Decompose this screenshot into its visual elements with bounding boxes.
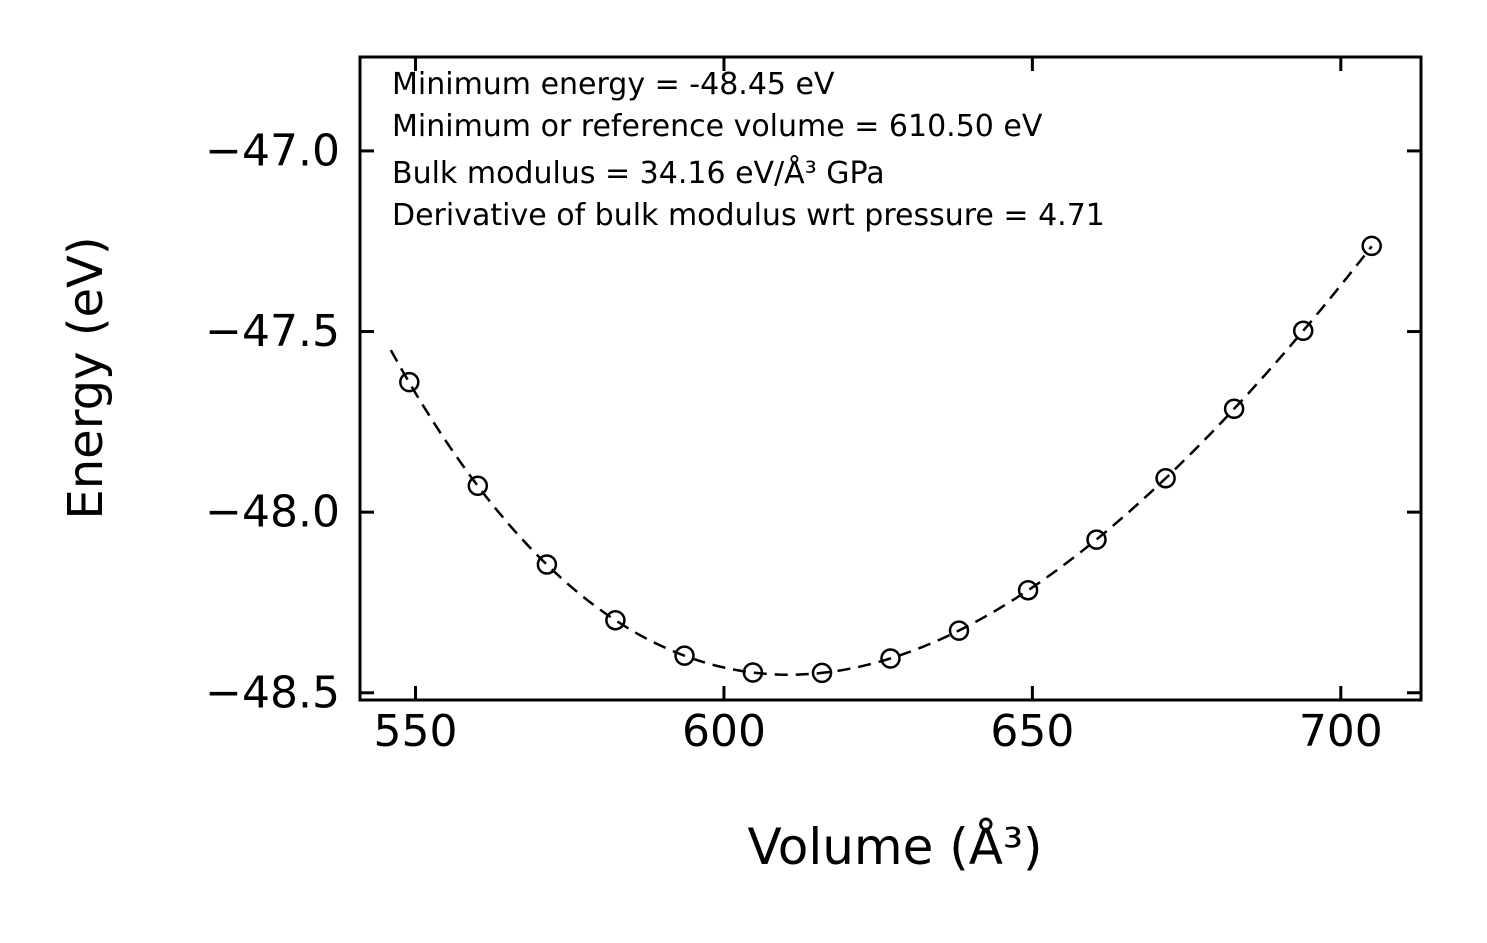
data-point-marker — [399, 371, 420, 393]
data-point-marker — [467, 475, 489, 497]
x-tick-label: 550 — [374, 706, 458, 757]
data-point-marker — [742, 662, 764, 683]
plot-border — [358, 55, 1423, 702]
data-point-marker — [1292, 320, 1314, 342]
x-tick-label: 600 — [682, 706, 766, 757]
annotation-bulk-modulus-derivative: Derivative of bulk modulus wrt pressure … — [392, 198, 1105, 233]
data-point-marker — [1086, 529, 1107, 550]
x-tick-label: 700 — [1299, 706, 1383, 757]
y-tick-label: −47.5 — [205, 306, 340, 357]
data-point-marker — [536, 554, 558, 575]
data-point-marker — [1223, 398, 1245, 420]
annotation-min-energy: Minimum energy = -48.45 eV — [392, 67, 835, 102]
data-point-marker — [948, 620, 970, 641]
annotation-ref-volume: Minimum or reference volume = 610.50 eV — [392, 109, 1043, 144]
y-tick-label: −47.0 — [205, 125, 340, 176]
y-tick-label: −48.0 — [205, 487, 340, 538]
data-point-marker — [811, 662, 833, 684]
x-tick-label: 650 — [990, 706, 1074, 757]
data-point-marker — [880, 648, 901, 669]
x-axis-label: Volume (Å³) — [747, 818, 1043, 876]
y-tick-label: −48.5 — [205, 667, 340, 718]
y-axis-label: Energy (eV) — [58, 236, 114, 520]
data-point-marker — [1017, 579, 1039, 601]
fit-curve — [389, 245, 1373, 676]
data-point-marker — [605, 609, 626, 631]
data-point-marker — [1155, 467, 1176, 489]
data-point-marker — [674, 645, 695, 666]
data-point-marker — [1361, 235, 1382, 257]
annotation-bulk-modulus: Bulk modulus = 34.16 eV/Å³ GPa — [392, 156, 885, 191]
fit-results-annotation: Minimum energy = -48.45 eV Minimum or re… — [392, 64, 1105, 237]
